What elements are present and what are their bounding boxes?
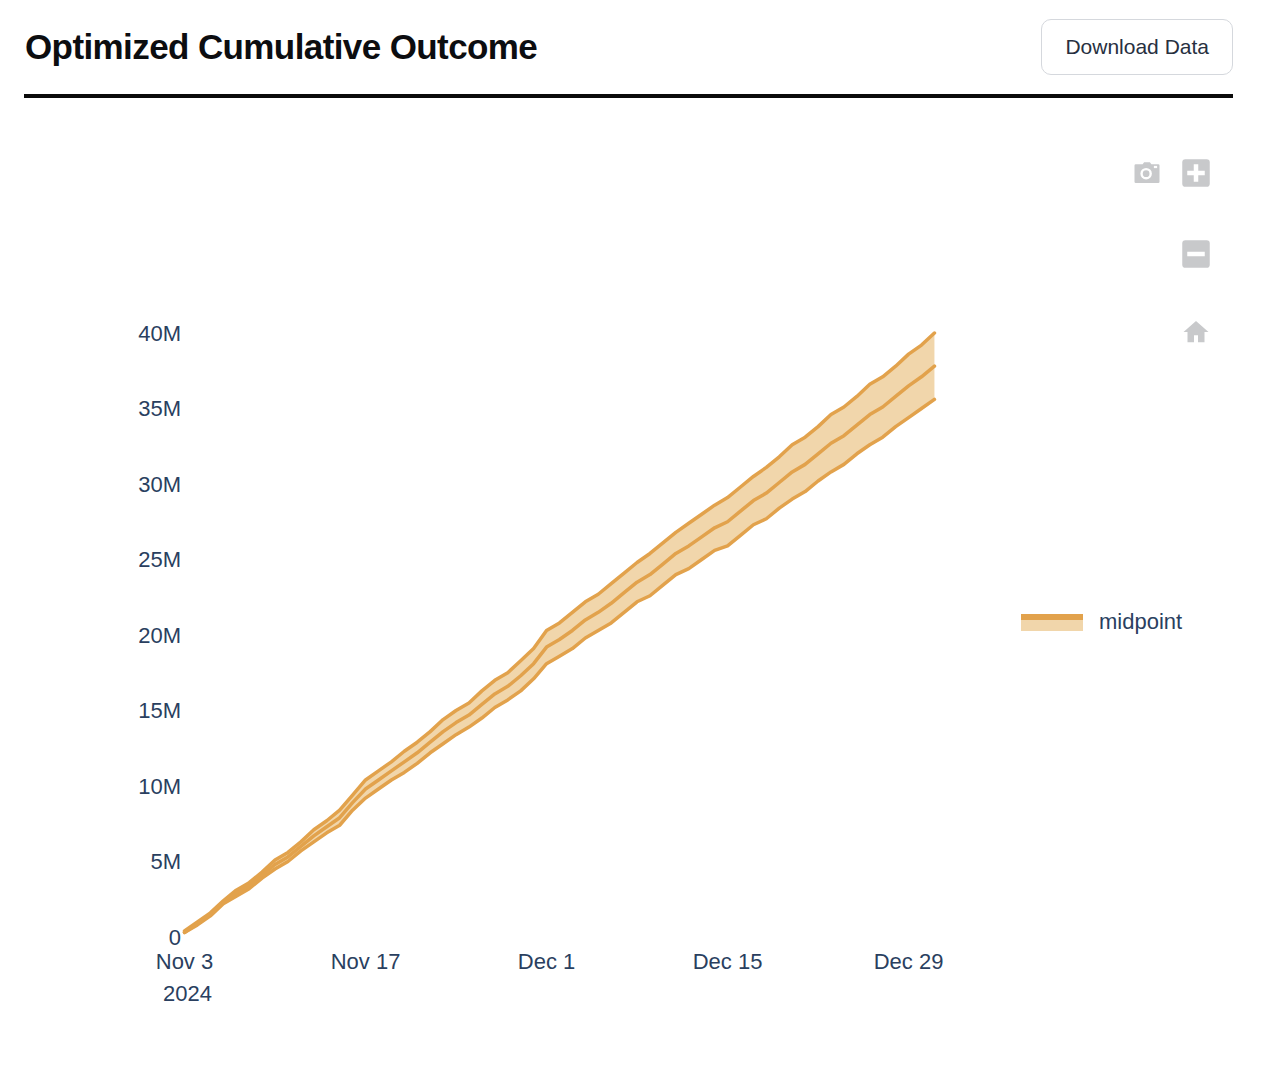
legend-swatch (1021, 614, 1083, 631)
x-tick-label: Dec 15 (693, 949, 763, 974)
y-tick-label: 35M (138, 396, 181, 421)
home-icon-glyph (1181, 317, 1211, 347)
lower-bound-line (185, 399, 935, 932)
legend-label: midpoint (1099, 609, 1182, 635)
chart-container: 0 5M 10M 15M 20M 25M 30M 35M 40M Nov 3 2024 Nov 17 D… (0, 98, 1284, 1080)
y-tick-label: 25M (138, 547, 181, 572)
y-tick-label: 40M (138, 321, 181, 346)
zoom-out-icon-glyph (1181, 239, 1211, 269)
camera-icon-glyph (1132, 158, 1162, 188)
zoom-in-icon-glyph (1181, 158, 1211, 188)
y-tick-label: 30M (138, 472, 181, 497)
camera-icon[interactable] (1132, 158, 1162, 188)
x-tick-label: Dec 1 (518, 949, 575, 974)
y-tick-label: 20M (138, 623, 181, 648)
plot-area[interactable]: 0 5M 10M 15M 20M 25M 30M 35M 40M Nov 3 2024 Nov 17 D… (0, 98, 1284, 1080)
x-tick-sublabel: 2024 (163, 981, 212, 1006)
header: Optimized Cumulative Outcome Download Da… (0, 0, 1284, 78)
zoom-in-icon[interactable] (1181, 158, 1211, 188)
x-tick-label: Dec 29 (874, 949, 944, 974)
legend-item-midpoint[interactable]: midpoint (1021, 609, 1182, 635)
home-icon[interactable] (1181, 317, 1211, 347)
x-tick-label: Nov 17 (331, 949, 401, 974)
x-tick-label: Nov 3 (156, 949, 213, 974)
zoom-out-icon[interactable] (1181, 239, 1211, 269)
page-title: Optimized Cumulative Outcome (25, 27, 537, 67)
y-tick-label: 0 (169, 925, 181, 950)
y-tick-label: 5M (150, 849, 181, 874)
y-tick-label: 15M (138, 698, 181, 723)
download-data-button[interactable]: Download Data (1041, 19, 1233, 74)
y-tick-label: 10M (138, 774, 181, 799)
